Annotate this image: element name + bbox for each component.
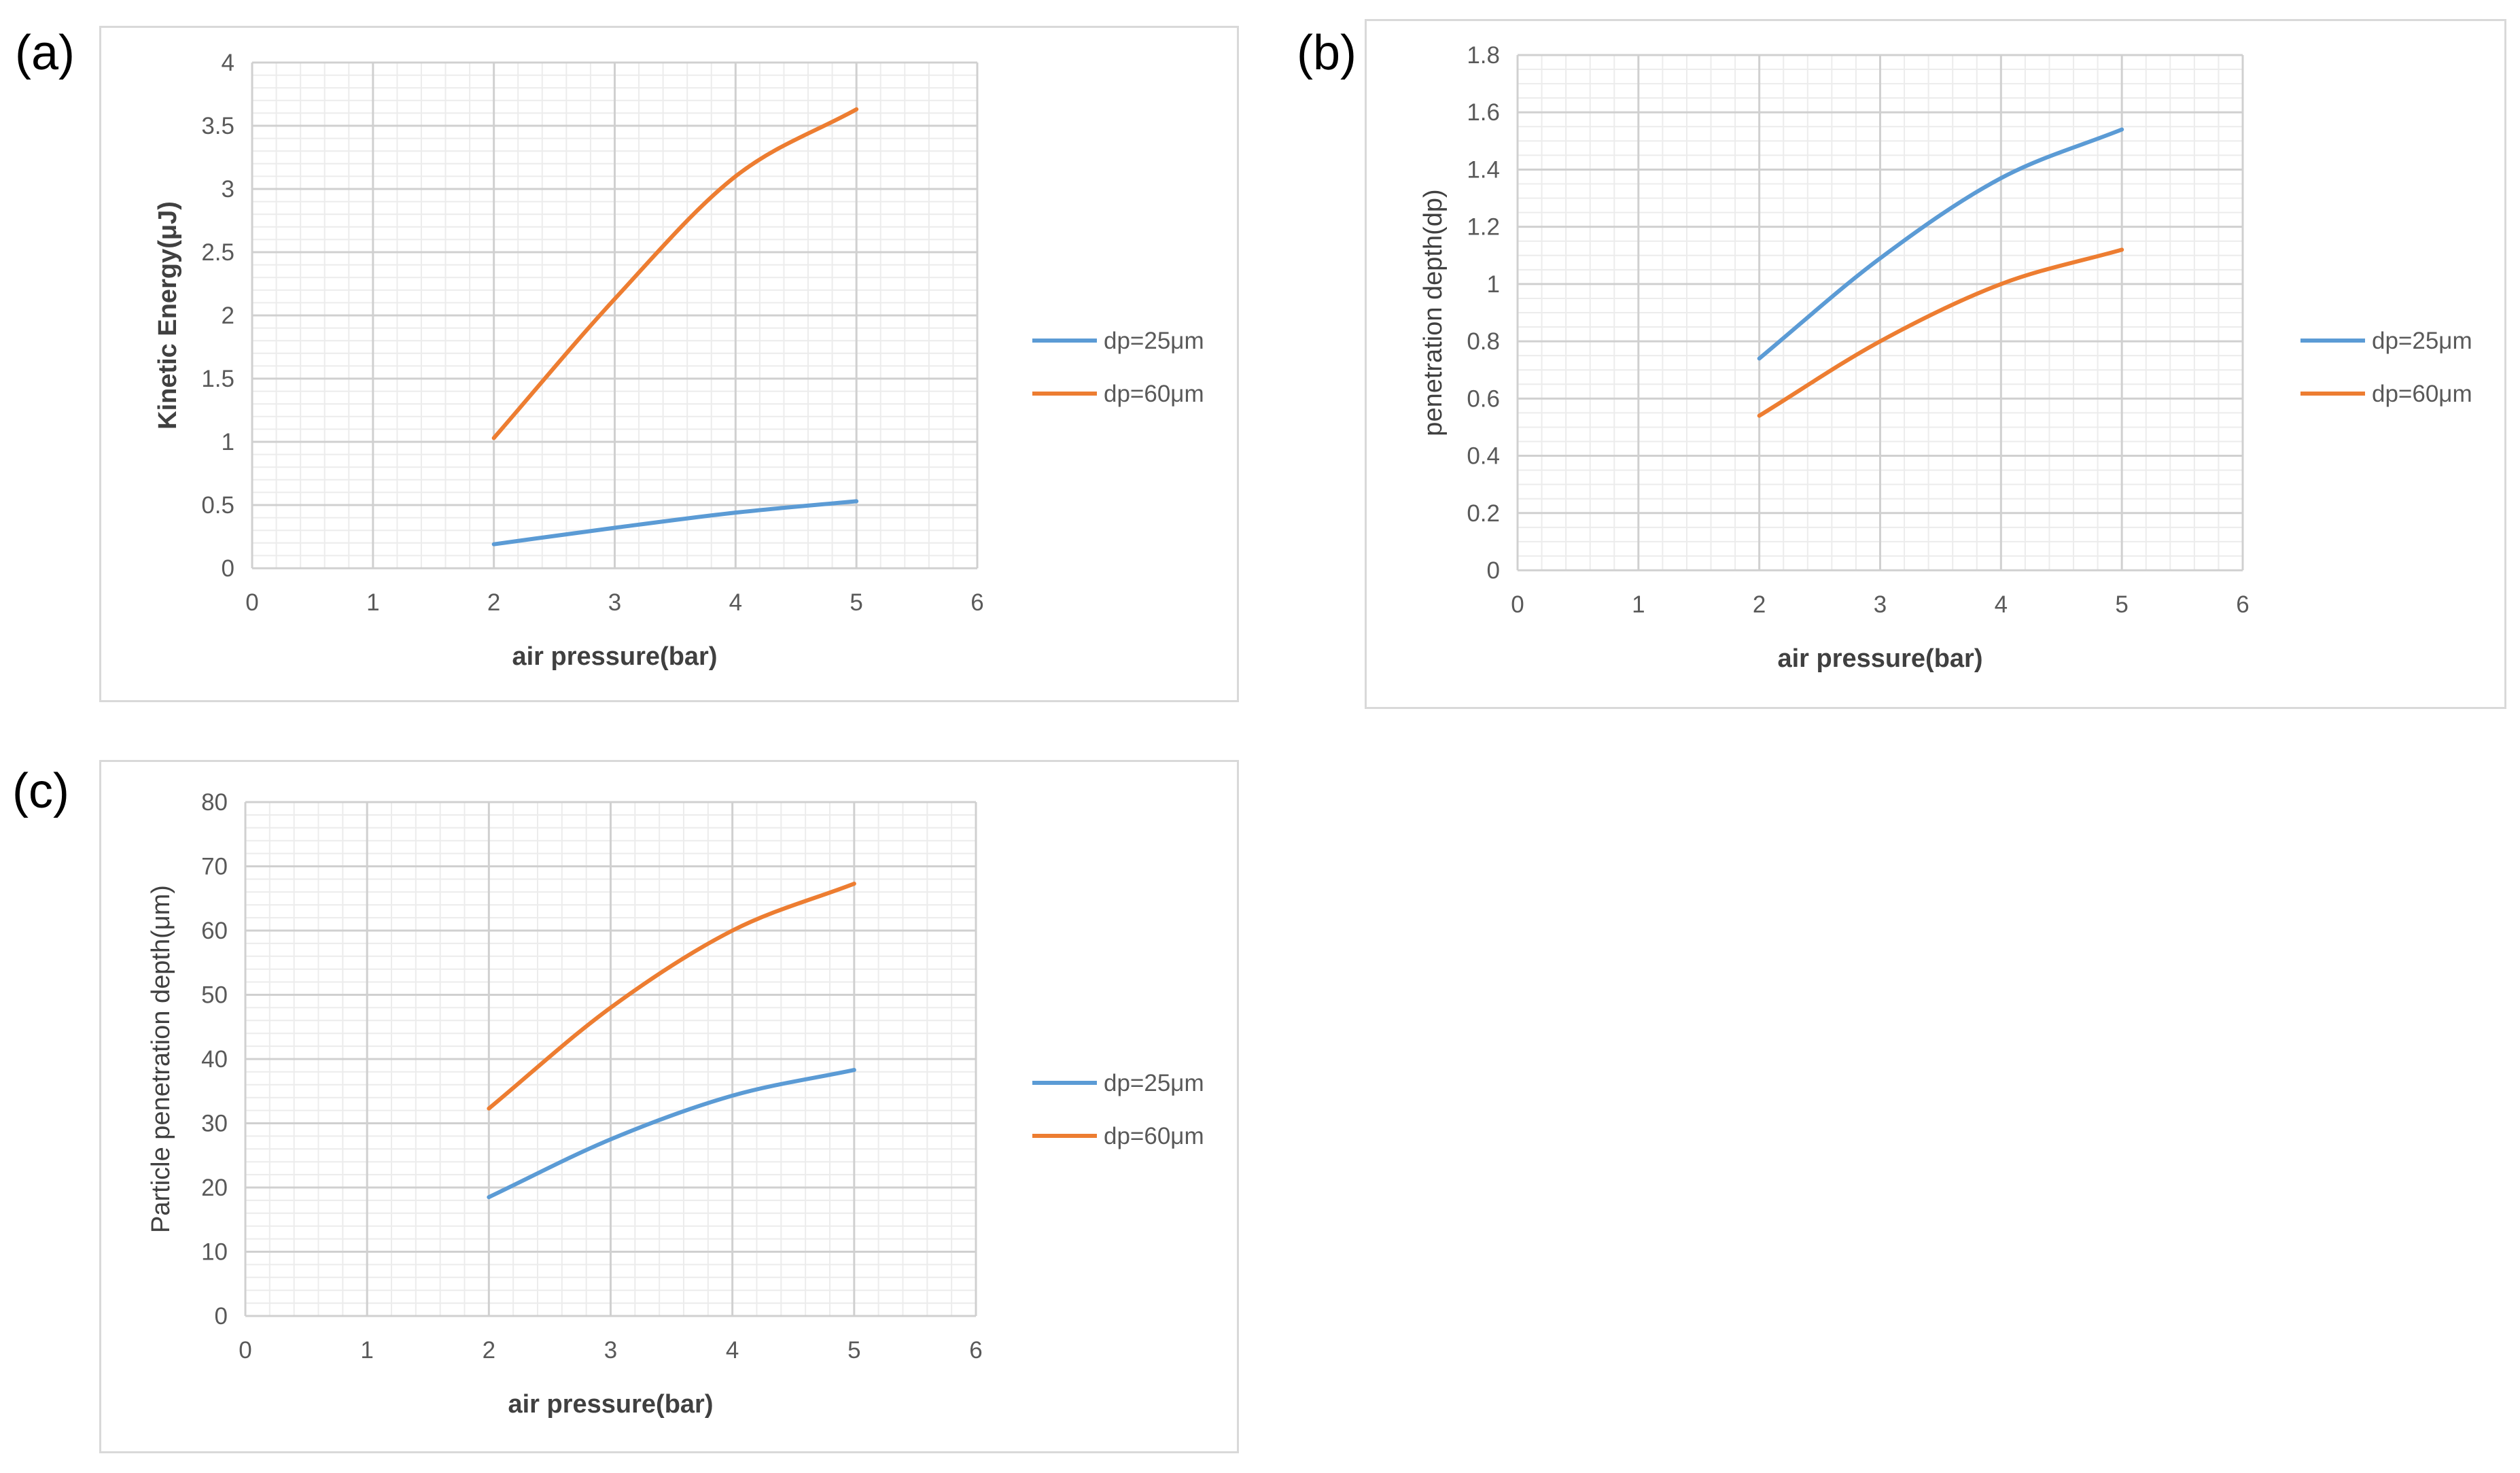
grid — [1516, 54, 2244, 572]
y-tick-label: 4 — [222, 50, 234, 76]
chart-panel-c: 0 10 20 30 40 50 60 70 80 0 1 2 3 4 5 6 air pressure(bar… — [99, 760, 1239, 1453]
y-tick-label: 70 — [201, 854, 228, 880]
series-line-1 — [1757, 127, 2124, 361]
x-axis-title: air pressure(bar) — [508, 1390, 713, 1419]
chart-a-svg: 0 0.5 1 1.5 2 2.5 3 3.5 4 0 1 2 3 4 5 6 air pressure(bar… — [154, 50, 1204, 671]
y-axis-title: penetration depth(dp) — [1419, 189, 1448, 436]
y-tick-label: 1 — [222, 429, 234, 455]
legend-label: dp=25μm — [1104, 1070, 1204, 1096]
x-tick-label: 4 — [726, 1337, 739, 1364]
x-tick-label: 4 — [729, 589, 742, 616]
legend-label: dp=60μm — [2372, 381, 2472, 407]
x-tick-label: 1 — [366, 589, 379, 616]
series-line-1 — [487, 1068, 856, 1200]
x-axis-title: air pressure(bar) — [1777, 644, 1982, 673]
y-tick-label: 1.4 — [1467, 156, 1500, 183]
x-tick-label: 0 — [239, 1337, 251, 1364]
x-tick-label: 1 — [360, 1337, 373, 1364]
y-tick-label: 80 — [201, 789, 228, 816]
y-axis-title: Kinetic Energy(μJ) — [154, 201, 182, 430]
y-tick-label: 1.2 — [1467, 214, 1500, 241]
x-tick-label: 5 — [2115, 591, 2128, 618]
series-line-2 — [491, 107, 859, 440]
x-axis-title: air pressure(bar) — [512, 642, 717, 671]
y-tick-label: 1.6 — [1467, 99, 1500, 126]
y-tick-label: 40 — [201, 1046, 228, 1073]
grid — [251, 61, 979, 570]
x-tick-label: 1 — [1632, 591, 1645, 618]
x-tick-label: 4 — [1995, 591, 2008, 618]
chart-b-svg: 0 0.2 0.4 0.6 0.8 1 1.2 1.4 1.6 1.8 0 1 2 3 4 5 6 air pre… — [1419, 42, 2472, 673]
x-tick-label: 0 — [1511, 591, 1524, 618]
series-line-2 — [487, 882, 856, 1111]
y-tick-label: 1 — [1487, 271, 1500, 298]
y-tick-label: 50 — [201, 982, 228, 1009]
y-axis-title: Particle penetration depth(μm) — [147, 885, 175, 1233]
x-tick-label: 0 — [245, 589, 258, 616]
x-tick-label: 5 — [847, 1337, 860, 1364]
y-tick-label: 0 — [1487, 557, 1500, 584]
chart-c-svg: 0 10 20 30 40 50 60 70 80 0 1 2 3 4 5 6 air pressure(bar… — [147, 789, 1204, 1419]
y-tick-label: 10 — [201, 1239, 228, 1266]
y-tick-label: 0.8 — [1467, 328, 1500, 355]
panel-label-a: (a) — [15, 26, 75, 80]
x-tick-label: 2 — [483, 1337, 495, 1364]
y-tick-label: 0.2 — [1467, 500, 1500, 527]
x-tick-label: 6 — [2236, 591, 2249, 618]
y-tick-label: 0.6 — [1467, 385, 1500, 412]
y-tick-label: 0.5 — [201, 492, 234, 519]
y-tick-label: 3.5 — [201, 113, 234, 139]
x-tick-label: 2 — [487, 589, 500, 616]
legend-label: dp=60μm — [1104, 381, 1204, 407]
y-tick-label: 3 — [222, 176, 234, 203]
y-tick-label: 0 — [215, 1303, 228, 1330]
chart-panel-a: 0 0.5 1 1.5 2 2.5 3 3.5 4 0 1 2 3 4 5 6 air pressure(bar… — [99, 26, 1239, 702]
y-tick-label: 1.8 — [1467, 42, 1500, 69]
y-tick-label: 20 — [201, 1175, 228, 1201]
y-tick-label: 0.4 — [1467, 443, 1500, 470]
x-tick-label: 5 — [850, 589, 862, 616]
y-tick-label: 60 — [201, 918, 228, 944]
x-tick-label: 2 — [1753, 591, 1766, 618]
x-tick-label: 3 — [608, 589, 621, 616]
y-tick-label: 0 — [222, 555, 234, 582]
series-line-2 — [1757, 247, 2124, 418]
y-tick-label: 30 — [201, 1111, 228, 1137]
y-tick-label: 2.5 — [201, 239, 234, 266]
x-tick-label: 3 — [604, 1337, 617, 1364]
x-tick-label: 3 — [1874, 591, 1887, 618]
x-tick-label: 6 — [970, 589, 983, 616]
y-tick-label: 1.5 — [201, 366, 234, 392]
x-tick-label: 6 — [969, 1337, 982, 1364]
chart-panel-b: 0 0.2 0.4 0.6 0.8 1 1.2 1.4 1.6 1.8 0 1 2 3 4 5 6 air pre… — [1365, 19, 2506, 709]
panel-label-b: (b) — [1297, 26, 1357, 80]
grid — [244, 801, 977, 1317]
y-tick-label: 2 — [222, 302, 234, 329]
series-line-1 — [491, 499, 859, 547]
legend-label: dp=60μm — [1104, 1123, 1204, 1149]
legend-label: dp=25μm — [1104, 328, 1204, 354]
legend-label: dp=25μm — [2372, 328, 2472, 354]
panel-label-c: (c) — [12, 764, 69, 818]
